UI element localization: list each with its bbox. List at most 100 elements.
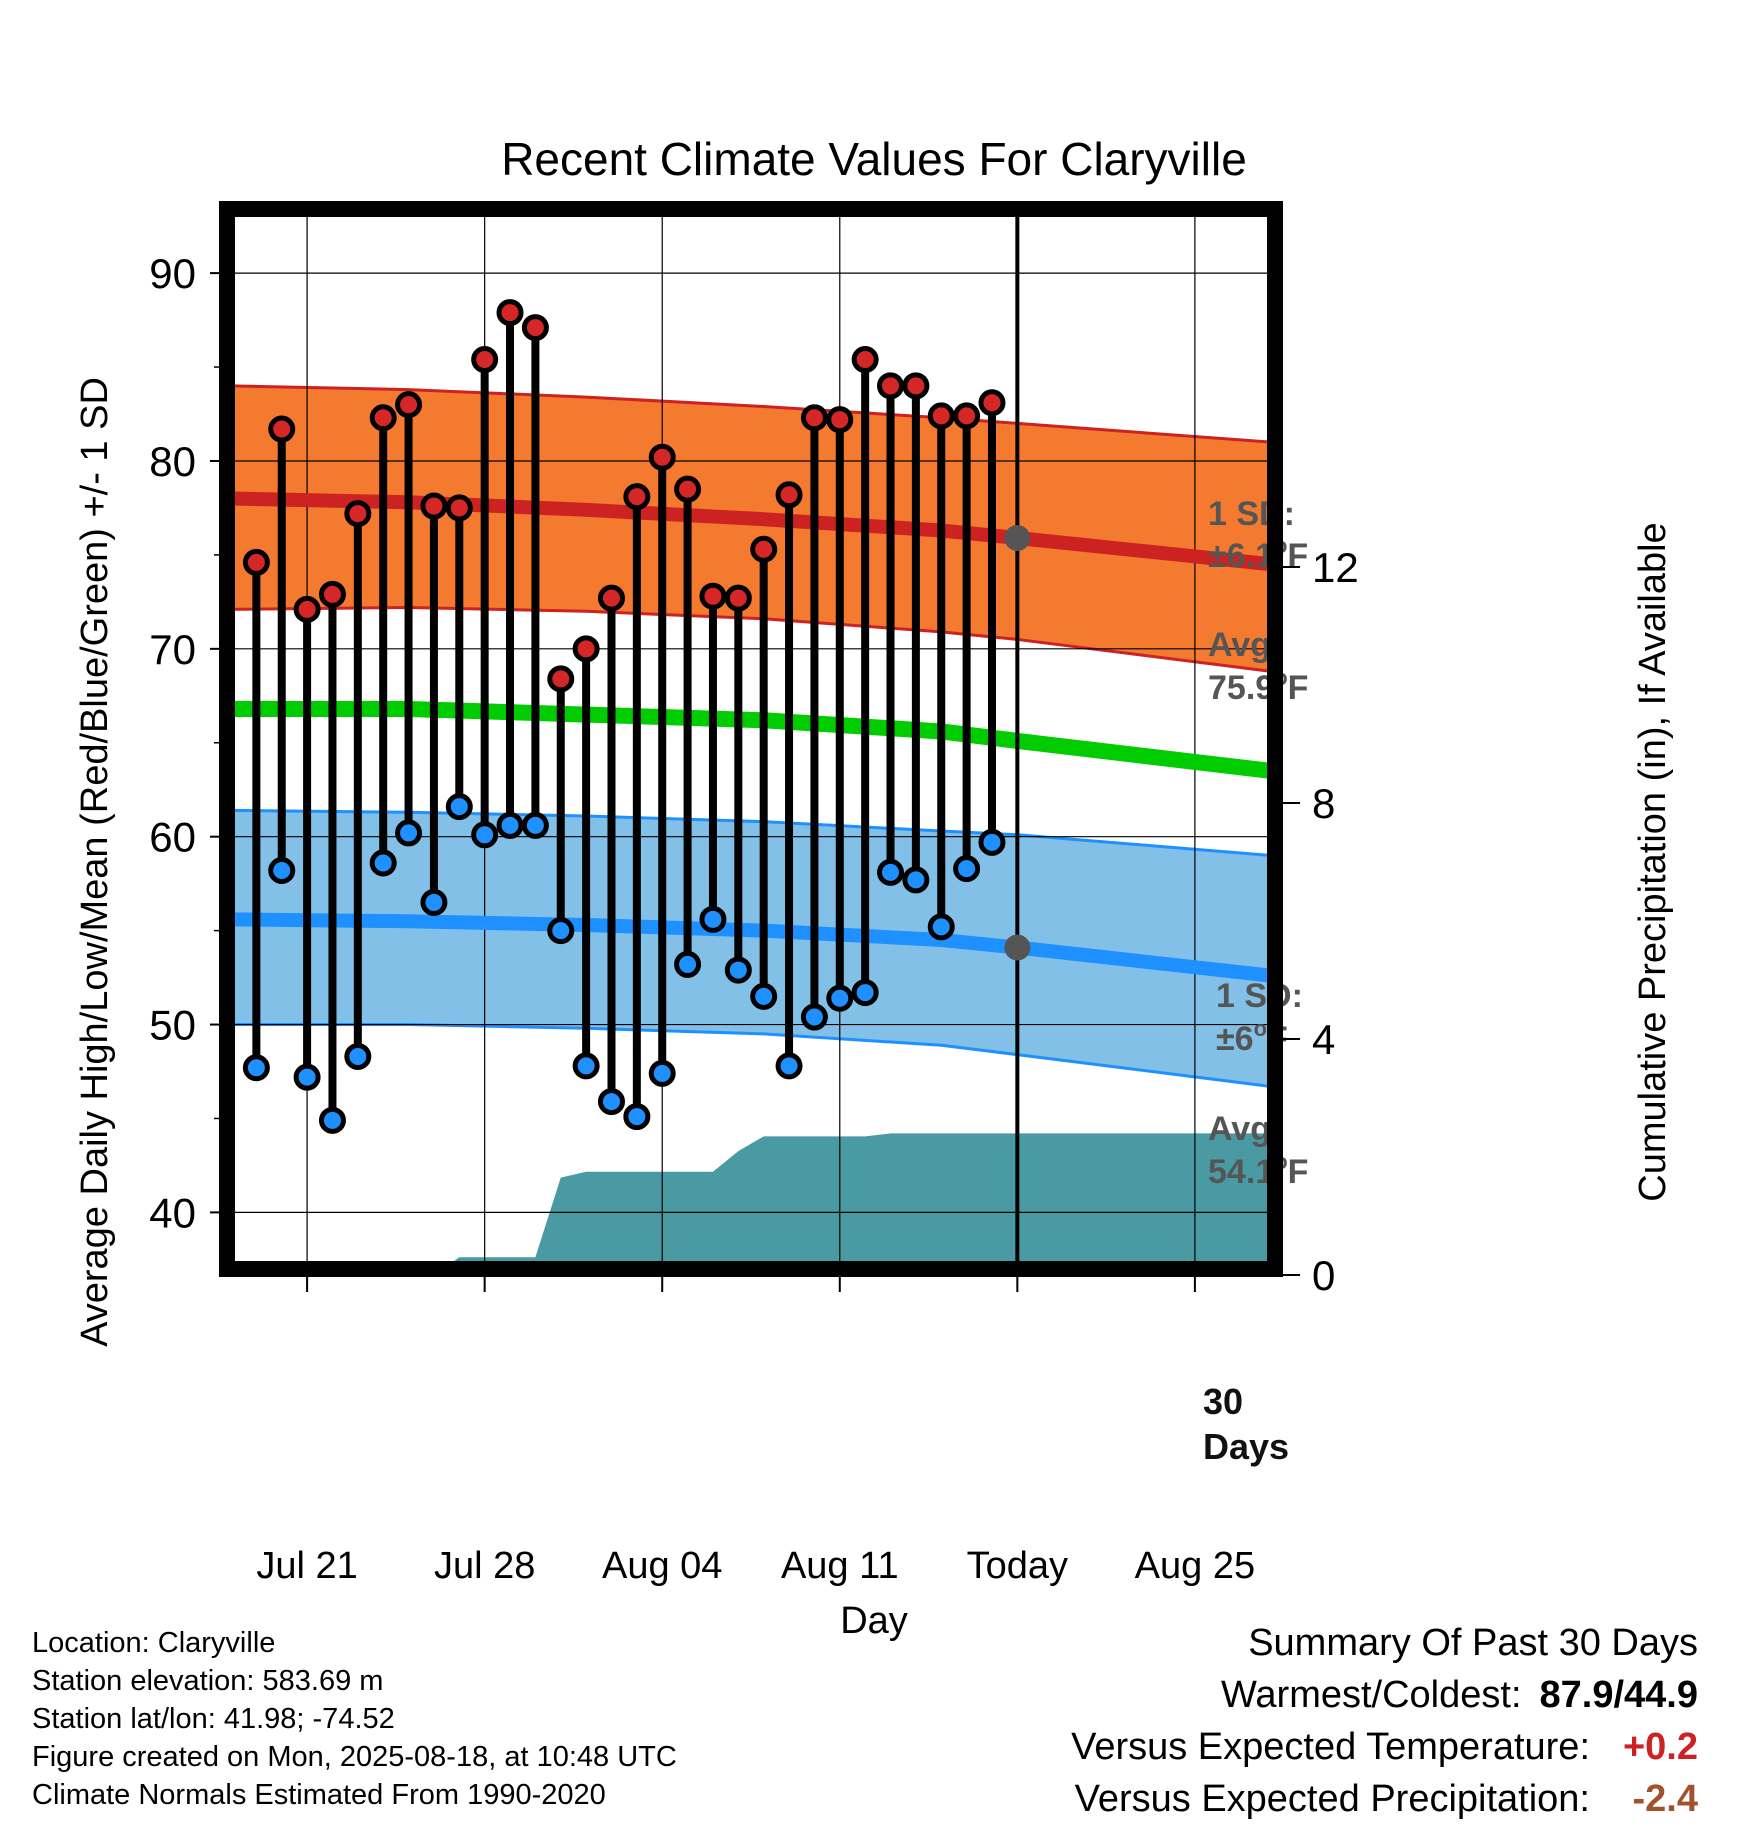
daily-low-point: [547, 917, 575, 945]
temp-vs-expected-value: +0.2: [1622, 1726, 1698, 1768]
summary-title: Summary Of Past 30 Days: [1248, 1622, 1698, 1664]
warmest-coldest-label: Warmest/Coldest:: [1220, 1674, 1522, 1716]
daily-high-point: [902, 372, 930, 400]
warmest-coldest-value: 87.9/44.9: [1539, 1674, 1698, 1716]
high-sd-value: ±6.1oF: [1208, 533, 1308, 575]
daily-low-point: [750, 982, 778, 1010]
low-sd-value-part: o: [1254, 1016, 1267, 1041]
daily-low-point: [699, 905, 727, 933]
daily-low-point: [927, 913, 955, 941]
created-text: Figure created on Mon, 2025-08-18, at 10…: [32, 1741, 677, 1773]
daily-high-point: [699, 582, 727, 610]
daily-high-point: [496, 299, 524, 327]
low-avg-value-part: F: [1288, 1153, 1309, 1191]
summary-panel: Summary Of Past 30 Days Warmest/Coldest:…: [1071, 1622, 1698, 1830]
daily-observation: [496, 299, 524, 839]
daily-high-point: [800, 404, 828, 432]
daily-observation: [750, 535, 778, 1010]
high-sd-value-part: F: [1287, 537, 1308, 575]
low-sd-band: [231, 810, 1271, 1087]
daily-high-point: [674, 475, 702, 503]
daily-high-point: [318, 580, 346, 608]
daily-high-point: [648, 443, 676, 471]
daily-high-point: [420, 492, 448, 520]
daily-observation: [597, 584, 625, 1116]
precip-vs-expected-label: Versus Expected Precipitation:: [1074, 1778, 1590, 1820]
daily-high-point: [471, 346, 499, 374]
daily-low-point: [445, 793, 473, 821]
daily-low-point: [953, 855, 981, 883]
latlon-text: Station lat/lon: 41.98; -74.52: [32, 1703, 395, 1735]
today-high-avg-marker: [1004, 524, 1031, 551]
high-sd-value-part: ±6.1: [1208, 537, 1274, 575]
y-axis-label: Average Daily High/Low/Mean (Red/Blue/Gr…: [74, 377, 116, 1347]
daily-high-point: [724, 584, 752, 612]
daily-high-point: [953, 402, 981, 430]
y-tick-label: 60: [149, 814, 196, 861]
daily-low-point: [674, 950, 702, 978]
x-tick-label: Today: [967, 1545, 1068, 1587]
y2-tick-label: 8: [1312, 780, 1335, 827]
daily-high-point: [293, 595, 321, 623]
daily-low-point: [775, 1052, 803, 1080]
daily-low-point: [572, 1052, 600, 1080]
temp-vs-expected-label: Versus Expected Temperature:: [1071, 1726, 1590, 1768]
daily-observation: [623, 483, 651, 1131]
daily-observation: [420, 492, 448, 916]
daily-high-point: [445, 494, 473, 522]
daily-high-point: [826, 406, 854, 434]
daily-low-point: [826, 984, 854, 1012]
x-tick-label: Aug 25: [1135, 1545, 1255, 1587]
daily-observation: [445, 494, 473, 821]
daily-observation: [978, 389, 1006, 856]
daily-low-point: [648, 1059, 676, 1087]
daily-low-point: [521, 811, 549, 839]
y-tick-label: 50: [149, 1002, 196, 1049]
y2-tick-label: 0: [1312, 1252, 1335, 1299]
daily-low-point: [877, 858, 905, 886]
daily-low-point: [242, 1054, 270, 1082]
daily-observation: [293, 595, 321, 1091]
daily-observation: [318, 580, 346, 1134]
plot-frame: [219, 201, 1283, 1277]
daily-low-point: [369, 849, 397, 877]
daily-high-point: [242, 548, 270, 576]
daily-low-point: [318, 1106, 346, 1134]
daily-low-point: [597, 1088, 625, 1116]
daily-low-point: [395, 819, 423, 847]
high-sd-band: [231, 385, 1271, 672]
daily-observation: [344, 500, 372, 1070]
daily-high-point: [268, 415, 296, 443]
daily-high-point: [369, 404, 397, 432]
precip-days-label: Days: [1203, 1426, 1289, 1467]
daily-observation: [242, 548, 270, 1082]
low-sd-value-part: ±6: [1216, 1020, 1254, 1058]
daily-observation: [369, 404, 397, 877]
daily-high-point: [978, 389, 1006, 417]
daily-low-point: [420, 888, 448, 916]
y-tick-label: 80: [149, 438, 196, 485]
daily-observation: [902, 372, 930, 894]
y2-tick-label: 4: [1312, 1016, 1335, 1063]
daily-observation: [724, 584, 752, 984]
daily-high-point: [395, 391, 423, 419]
daily-high-point: [547, 665, 575, 693]
low-sd-label: 1 SD:: [1216, 977, 1303, 1015]
daily-observation: [395, 391, 423, 847]
precip-days-value: 30: [1203, 1381, 1243, 1422]
low-avg-value: 54.1oF: [1208, 1149, 1308, 1191]
precipitation-area: [231, 1133, 1271, 1275]
daily-high-point: [623, 483, 651, 511]
y2-axis-label: Cumulative Precipitation (in), If Availa…: [1632, 522, 1674, 1201]
daily-high-point: [521, 314, 549, 342]
location-text: Location: Claryville: [32, 1627, 276, 1659]
elevation-text: Station elevation: 583.69 m: [32, 1665, 384, 1697]
daily-observation: [674, 475, 702, 978]
daily-high-point: [597, 584, 625, 612]
daily-observation: [268, 415, 296, 884]
low-avg-value-part: 54.1: [1208, 1153, 1274, 1191]
daily-observation: [699, 582, 727, 933]
daily-observation: [471, 346, 499, 849]
daily-low-point: [851, 979, 879, 1007]
